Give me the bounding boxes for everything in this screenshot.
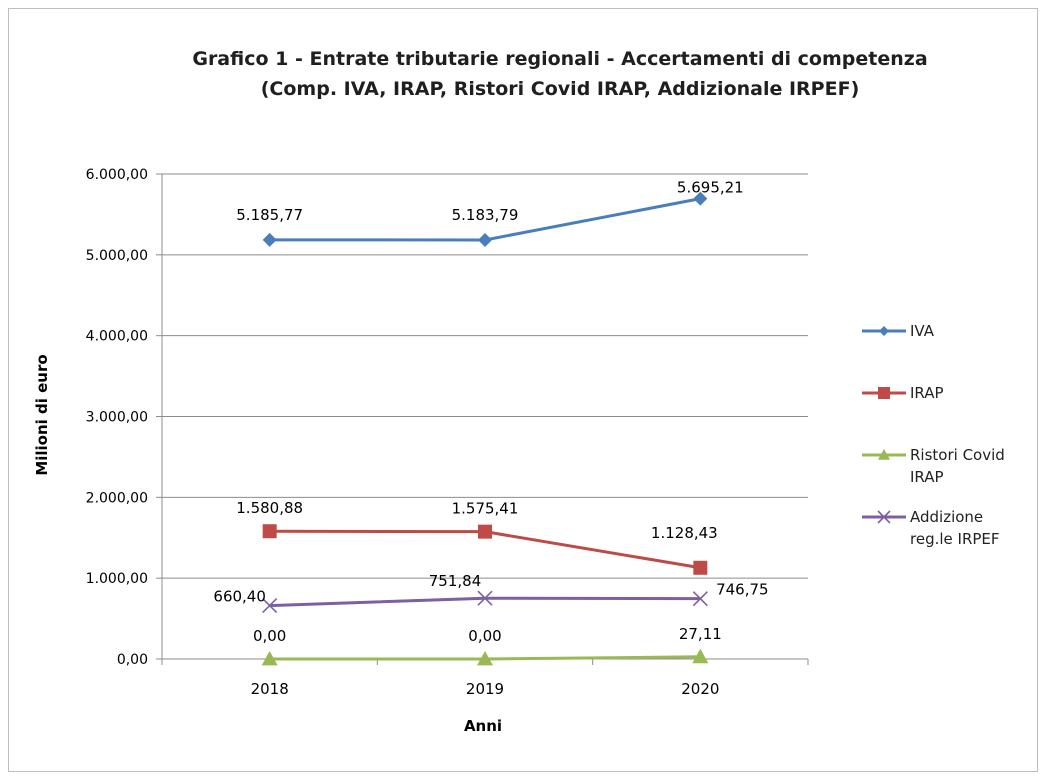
data-label: 0,00 <box>468 627 501 645</box>
legend-label-line: Addizione <box>910 508 984 526</box>
data-label: 751,84 <box>429 572 482 590</box>
legend-label-line: IVA <box>910 322 934 340</box>
legend-label-line: Ristori Covid <box>910 446 1005 464</box>
legend-item: IVA <box>860 320 934 342</box>
data-label: 27,11 <box>679 625 722 643</box>
x-axis-title: Anni <box>464 717 502 735</box>
series-irap <box>262 524 708 575</box>
y-tick-label: 1.000,00 <box>86 571 148 587</box>
y-tick-label: 4.000,00 <box>86 329 148 345</box>
legend-item: Ristori Covid IRAP <box>860 444 1005 488</box>
x-tick-label: 2020 <box>681 680 719 698</box>
legend-label-line: IRAP <box>910 468 944 486</box>
series-iva <box>262 191 708 247</box>
x-marker <box>692 591 708 607</box>
legend-item: IRAP <box>860 382 944 404</box>
x-tick-label: 2019 <box>466 680 504 698</box>
data-label: 5.183,79 <box>452 206 519 224</box>
triangle-marker <box>477 651 493 666</box>
square-marker <box>262 524 277 539</box>
x-marker <box>262 598 278 614</box>
legend-swatch <box>862 510 906 524</box>
triangle-marker <box>261 651 278 666</box>
y-tick-label: 5.000,00 <box>86 248 148 264</box>
diamond-marker <box>478 232 492 247</box>
square-marker <box>878 387 890 399</box>
data-label: 5.695,21 <box>677 179 744 197</box>
legend-swatch <box>862 449 906 460</box>
y-tick-label: 0,00 <box>117 652 148 668</box>
x-tick-label: 2018 <box>251 680 289 698</box>
triangle-marker <box>692 648 709 664</box>
series-addizione-reg-le-irpef <box>262 590 708 614</box>
y-axis-title: Milioni di euro <box>33 354 51 475</box>
legend-label-line: reg.le IRPEF <box>910 530 1000 548</box>
legend-label: IVA <box>910 320 934 342</box>
x-marker <box>477 590 493 606</box>
data-label: 0,00 <box>253 627 286 645</box>
y-tick-label: 3.000,00 <box>86 410 148 426</box>
chart-title: Grafico 1 - Entrate tributarie regionali… <box>192 48 928 70</box>
data-labels: 5.185,77 5.183,79 5.695,21 1.580,88 1.575,41… <box>213 179 768 645</box>
chart-frame <box>8 8 1038 772</box>
chart-subtitle: (Comp. IVA, IRAP, Ristori Covid IRAP, Ad… <box>260 78 860 100</box>
data-label: 1.575,41 <box>452 500 519 518</box>
x-marker <box>877 510 891 524</box>
legend-swatch <box>862 326 906 336</box>
data-label: 1.580,88 <box>236 499 303 517</box>
diamond-marker <box>879 326 889 336</box>
triangle-marker <box>878 449 890 460</box>
legend-item: Addizione reg.le IRPEF <box>860 506 1000 550</box>
diamond-marker <box>262 232 277 247</box>
data-label: 5.185,77 <box>236 206 303 224</box>
data-label: 746,75 <box>716 581 769 599</box>
legend-label-line: IRAP <box>910 384 944 402</box>
data-label: 1.128,43 <box>651 524 718 542</box>
y-tick-label: 6.000,00 <box>86 167 148 183</box>
data-label: 660,40 <box>213 588 266 606</box>
legend-label: Addizione reg.le IRPEF <box>910 506 1000 550</box>
axes: 0,00 1.000,00 2.000,00 3.000,00 4.000,00 5.00… <box>86 167 809 698</box>
legend-swatch <box>862 387 906 399</box>
diamond-marker <box>693 191 708 206</box>
gridlines <box>162 173 808 579</box>
series-ristori-covid-irap <box>261 648 709 666</box>
y-tick-label: 2.000,00 <box>86 490 148 506</box>
square-marker <box>693 560 708 575</box>
series-lines <box>261 191 709 666</box>
legend-label: IRAP <box>910 382 944 404</box>
legend-label: Ristori Covid IRAP <box>910 444 1005 488</box>
square-marker <box>478 524 492 539</box>
